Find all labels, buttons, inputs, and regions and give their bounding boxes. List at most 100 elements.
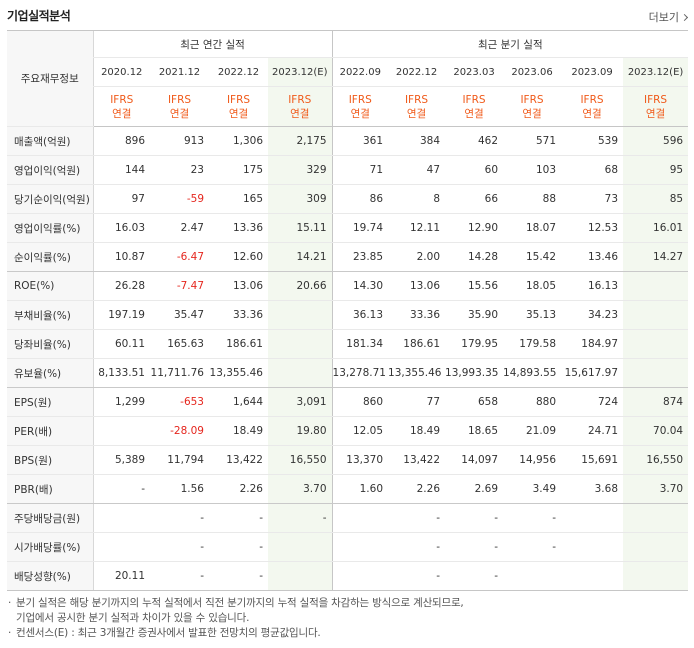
value-cell: 8 <box>388 184 446 214</box>
value-cell: 12.60 <box>209 242 268 272</box>
value-cell: -28.09 <box>150 416 209 446</box>
value-cell: 13,355.46 <box>209 358 268 388</box>
value-cell: 20.11 <box>92 561 150 591</box>
value-cell: 384 <box>388 126 446 156</box>
value-cell: 34.23 <box>561 300 624 330</box>
basis-header: IFRS 연결 <box>268 86 333 127</box>
value-cell: 23 <box>150 155 209 185</box>
value-cell <box>268 532 333 562</box>
value-cell: 18.49 <box>388 416 446 446</box>
table-row: PER(배) -28.09 18.49 19.80 12.05 18.49 18.65 21.… <box>7 416 689 446</box>
row-label: 매출액(억원) <box>7 126 93 156</box>
value-cell: 3.49 <box>503 474 562 504</box>
value-cell: 14.30 <box>331 271 389 301</box>
value-cell: 1.56 <box>150 474 209 504</box>
footnote-2-text: 컨센서스(E) : 최근 3개월간 증권사에서 발표한 전망치의 평균값입니다. <box>16 627 321 639</box>
value-cell: 33.36 <box>209 300 268 330</box>
value-cell: - <box>150 532 209 562</box>
value-cell: 35.47 <box>150 300 209 330</box>
value-cell: 175 <box>209 155 268 185</box>
basis-scope: 연결 <box>350 107 370 120</box>
value-cell: 181.34 <box>331 329 389 359</box>
table-row: 매출액(억원) 896 913 1,306 2,175 361 384 462 571 539 59… <box>7 126 689 156</box>
value-cell: 36.13 <box>331 300 389 330</box>
more-link[interactable]: 더보기 <box>649 9 689 25</box>
value-cell <box>268 329 333 359</box>
value-cell: - <box>388 503 446 533</box>
value-cell: 596 <box>623 126 689 156</box>
value-cell: 3.70 <box>268 474 333 504</box>
value-cell: - <box>388 532 446 562</box>
value-cell <box>331 503 389 533</box>
basis-header: IFRS 연결 <box>561 86 624 127</box>
footnote-1-line-1: 분기 실적은 해당 분기까지의 누적 실적에서 직전 분기까지의 누적 실적을 … <box>16 597 464 609</box>
value-cell: 16,550 <box>268 445 333 475</box>
value-cell: 144 <box>92 155 150 185</box>
table-row: EPS(원) 1,299 -653 1,644 3,091 860 77 658 880 724 8… <box>7 387 689 417</box>
value-cell: - <box>445 561 504 591</box>
period-header: 2023.09 <box>561 57 624 87</box>
basis-scope: 연결 <box>228 107 249 120</box>
value-cell <box>623 561 689 591</box>
period-header-row: 2020.12 2021.12 2022.12 2023.12(E) 2022.09 20… <box>7 57 689 87</box>
value-cell: 1,306 <box>209 126 268 156</box>
value-cell: 2.00 <box>388 242 446 272</box>
value-cell: 3.70 <box>623 474 689 504</box>
value-cell: 15,617.97 <box>561 358 624 388</box>
table-row: PBR(배) -1.56 2.26 3.70 1.60 2.26 2.69 3.49 3.68 3… <box>7 474 689 504</box>
value-cell: - <box>503 532 562 562</box>
basis-standard: IFRS <box>580 93 604 106</box>
table-row: 당좌비율(%) 60.11 165.63 186.61 181.34 186.61 179.… <box>7 329 689 359</box>
value-cell: 165.63 <box>150 329 209 359</box>
basis-scope: 연결 <box>406 107 427 120</box>
value-cell <box>561 561 624 591</box>
period-header: 2023.06 <box>503 57 562 87</box>
value-cell: 165 <box>209 184 268 214</box>
value-cell: 71 <box>331 155 389 185</box>
value-cell: 1.60 <box>331 474 389 504</box>
row-label: 순이익률(%) <box>7 242 93 272</box>
value-cell: 66 <box>445 184 504 214</box>
basis-header: IFRS 연결 <box>92 86 150 127</box>
section-header: 기업실적분석 더보기 <box>7 5 689 27</box>
row-label: 배당성향(%) <box>7 561 93 591</box>
basis-header: IFRS 연결 <box>445 86 504 127</box>
value-cell: 16.13 <box>561 271 624 301</box>
table-row: 영업이익률(%) 16.03 2.47 13.36 15.11 19.74 12.11 12.… <box>7 213 689 243</box>
value-cell: 60.11 <box>92 329 150 359</box>
value-cell: 2.69 <box>445 474 504 504</box>
value-cell: 33.36 <box>388 300 446 330</box>
value-cell: - <box>150 561 209 591</box>
value-cell: 14.27 <box>623 242 689 272</box>
value-cell: 70.04 <box>623 416 689 446</box>
row-label: PER(배) <box>7 416 93 446</box>
value-cell: 35.13 <box>503 300 562 330</box>
value-cell: - <box>209 532 268 562</box>
quarter-group-header: 최근 분기 실적 <box>331 30 689 58</box>
value-cell: 539 <box>561 126 624 156</box>
value-cell: 15.42 <box>503 242 562 272</box>
value-cell: 2.47 <box>150 213 209 243</box>
value-cell: 186.61 <box>388 329 446 359</box>
annual-group-header: 최근 연간 실적 <box>92 30 333 58</box>
value-cell: 35.90 <box>445 300 504 330</box>
row-label: BPS(원) <box>7 445 93 475</box>
value-cell: 19.80 <box>268 416 333 446</box>
basis-scope: 연결 <box>112 107 132 120</box>
value-cell: 12.11 <box>388 213 446 243</box>
value-cell: -6.47 <box>150 242 209 272</box>
value-cell: 15.56 <box>445 271 504 301</box>
value-cell <box>623 300 689 330</box>
table-row: 배당성향(%) 20.11- - - - <box>7 561 689 591</box>
value-cell: 88 <box>503 184 562 214</box>
basis-scope: 연결 <box>522 107 542 120</box>
table-row: BPS(원) 5,389 11,794 13,422 16,550 13,370 13,42… <box>7 445 689 475</box>
basis-header: IFRS 연결 <box>503 86 562 127</box>
value-cell: - <box>209 503 268 533</box>
value-cell: -7.47 <box>150 271 209 301</box>
value-cell: 13.06 <box>209 271 268 301</box>
row-label: 영업이익률(%) <box>7 213 93 243</box>
value-cell <box>623 271 689 301</box>
value-cell: 186.61 <box>209 329 268 359</box>
footnote-1: · 분기 실적은 해당 분기까지의 누적 실적에서 직전 분기까지의 누적 실적을… <box>8 596 688 611</box>
